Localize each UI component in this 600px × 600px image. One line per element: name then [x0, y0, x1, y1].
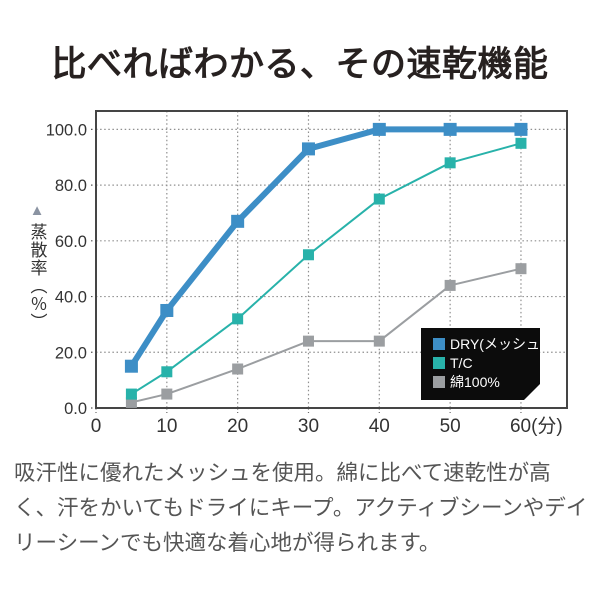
- data-point-marker: [302, 249, 314, 261]
- legend: DRY(メッシュ) T/C 綿100%: [421, 328, 545, 400]
- data-point-marker: [443, 122, 457, 136]
- description-line: く、汗をかいてもドライにキープ。アクティブシーンやデイ: [14, 496, 588, 520]
- y-tick-label: 40.0: [55, 289, 87, 307]
- legend-swatch-cotton-100: [433, 376, 445, 388]
- y-tick-label: 0.0: [64, 400, 87, 418]
- plot-area: 0.0 20.0 40.0 60.0 80.0 100.0 0 10 20 30 40 50 60(分): [46, 110, 568, 437]
- data-point-marker: [231, 214, 245, 228]
- series-cotton-100: [125, 263, 527, 408]
- data-point-marker: [444, 279, 456, 291]
- page-title: 比べればわかる、その速乾機能: [51, 45, 549, 84]
- y-tick-label: 20.0: [55, 344, 87, 362]
- data-point-marker: [444, 157, 456, 169]
- plot-border: [95, 110, 568, 409]
- data-point-marker: [373, 335, 385, 347]
- data-point-marker: [514, 122, 528, 136]
- data-point-marker: [301, 142, 315, 156]
- description-text: 吸汗性に優れたメッシュを使用。綿に比べて速乾性が高 く、汗をかいてもドライにキー…: [14, 456, 592, 561]
- data-point-marker: [302, 335, 314, 347]
- data-point-marker: [125, 388, 137, 400]
- y-axis-label: ▲ 蒸散率（％）: [20, 203, 54, 331]
- x-tick-label: 20: [227, 416, 248, 437]
- evaporation-rate-chart: 0.0 20.0 40.0 60.0 80.0 100.0 0 10 20 30 40 50 60(分)…: [46, 110, 568, 437]
- series-tc: [125, 137, 527, 400]
- description-line: 吸汗性に優れたメッシュを使用。綿に比べて速乾性が高: [14, 461, 551, 485]
- x-tick-label: 0: [91, 416, 102, 437]
- data-point-marker: [160, 303, 174, 317]
- data-point-marker: [515, 263, 527, 275]
- x-tick-label: 10: [156, 416, 177, 437]
- data-point-marker: [515, 137, 527, 149]
- legend-swatch-tc: [433, 357, 445, 369]
- y-tick-label: 80.0: [55, 177, 87, 195]
- up-triangle-icon: ▲: [29, 202, 45, 219]
- x-tick-label: 60(分): [510, 415, 563, 437]
- legend-box: [421, 328, 540, 400]
- data-point-marker: [161, 388, 173, 400]
- data-point-marker: [125, 396, 137, 408]
- data-point-marker: [124, 359, 138, 373]
- data-point-marker: [232, 313, 244, 325]
- description-line: リーシーンでも快適な着心地が得られます。: [14, 531, 441, 555]
- y-axis-label-text: 蒸散率（％）: [27, 223, 47, 331]
- legend-swatch-dry-mesh: [433, 338, 445, 350]
- legend-label-cotton-100: 綿100%: [450, 374, 500, 390]
- y-tick-label: 60.0: [55, 233, 87, 251]
- x-tick-label: 30: [298, 416, 319, 437]
- data-point-marker: [372, 122, 386, 136]
- data-point-marker: [373, 193, 385, 205]
- series-dry-mesh: [124, 122, 528, 373]
- x-tick-label: 40: [369, 416, 390, 437]
- legend-label-tc: T/C: [450, 355, 473, 371]
- x-tick-label: 50: [440, 416, 461, 437]
- legend-label-dry-mesh: DRY(メッシュ): [450, 336, 545, 352]
- y-tick-label: 100.0: [46, 121, 87, 139]
- data-point-marker: [232, 363, 244, 375]
- data-point-marker: [161, 366, 173, 378]
